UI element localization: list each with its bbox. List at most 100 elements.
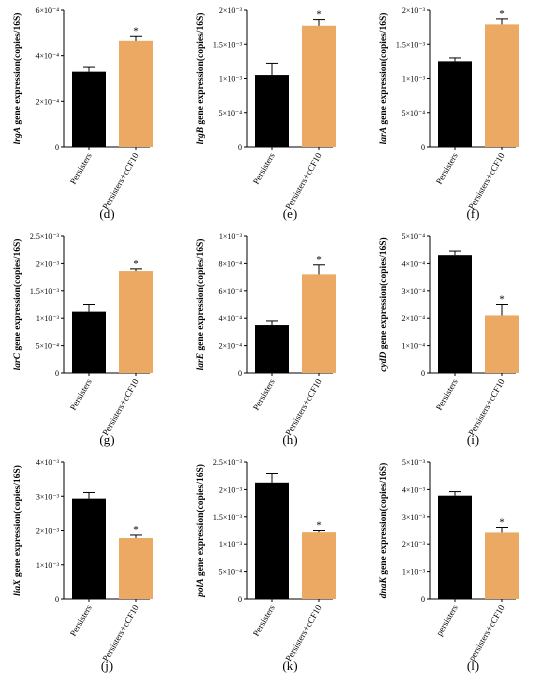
y-tick-label: 1×10⁻³ bbox=[36, 561, 60, 570]
panel-label: (g) bbox=[99, 432, 114, 447]
x-category-label: Persisters bbox=[434, 377, 460, 412]
y-tick-label: 1.5×10⁻³ bbox=[213, 513, 243, 522]
bar-chart: 0 5×10⁻⁴ 1×10⁻³ 1.5×10⁻³ 2×10⁻³ 2.5×10⁻³ larC … bbox=[12, 232, 153, 447]
chart-panel-f: 0 5×10⁻⁴ 1×10⁻³ 1.5×10⁻³ 2×10⁻³ larA gene exp… bbox=[366, 0, 549, 226]
x-category-label: Persisters bbox=[68, 377, 94, 412]
y-axis-label-suffix: gene expression(copies/16S) bbox=[195, 239, 206, 353]
y-tick-label: 4×10⁻⁴ bbox=[35, 52, 59, 61]
y-axis-label-suffix: gene expression(copies/16S) bbox=[195, 464, 206, 578]
bar-persisters bbox=[72, 498, 106, 599]
y-tick-label: 1×10⁻³ bbox=[36, 314, 60, 323]
y-tick-label: 0 bbox=[238, 143, 242, 152]
y-tick-label: 1×10⁻³ bbox=[219, 540, 243, 549]
y-axis-label-suffix: gene expression(copies/16S) bbox=[195, 13, 206, 127]
y-axis-label-suffix: gene expression(copies/16S) bbox=[12, 465, 23, 579]
y-tick-label: 0 bbox=[238, 595, 242, 604]
x-category-label: persisters bbox=[434, 603, 460, 638]
y-tick-label: 2×10⁻⁴ bbox=[218, 342, 242, 351]
panel-label: (k) bbox=[282, 658, 297, 673]
bar-persisters bbox=[438, 61, 472, 147]
chart-panel-g: 0 5×10⁻⁴ 1×10⁻³ 1.5×10⁻³ 2×10⁻³ 2.5×10⁻³ larC … bbox=[0, 226, 183, 452]
x-category-label: Persisters bbox=[251, 377, 277, 412]
y-axis-label-gene: polA bbox=[196, 578, 206, 597]
y-tick-label: 0 bbox=[421, 369, 425, 378]
bar-persisters-ccf10 bbox=[485, 315, 519, 373]
y-tick-label: 6×10⁻⁴ bbox=[35, 6, 59, 15]
x-category-label: Persisters+cCF10 bbox=[283, 603, 324, 663]
bar-chart: 0 2×10⁻⁴ 4×10⁻⁴ 6×10⁻⁴ 8×10⁻⁴ 1×10⁻³ larE gene… bbox=[195, 232, 336, 447]
y-tick-label: 0 bbox=[55, 143, 59, 152]
y-tick-label: 2×10⁻³ bbox=[402, 540, 426, 549]
y-tick-label: 2×10⁻³ bbox=[36, 527, 60, 536]
bar-persisters bbox=[255, 482, 289, 599]
panel-label: (e) bbox=[283, 206, 297, 221]
panel-label: (j) bbox=[101, 658, 113, 673]
y-axis-label-gene: lrgA bbox=[13, 127, 23, 144]
y-tick-label: 5×10⁻⁴ bbox=[35, 342, 59, 351]
y-tick-label: 3×10⁻³ bbox=[36, 492, 60, 501]
y-tick-label: 0 bbox=[421, 595, 425, 604]
bar-persisters-ccf10 bbox=[485, 24, 519, 147]
bar-persisters bbox=[255, 75, 289, 147]
bar-persisters bbox=[438, 255, 472, 373]
y-tick-label: 1.5×10⁻³ bbox=[213, 40, 243, 49]
significance-star: * bbox=[316, 520, 322, 532]
chart-panel-j: 0 1×10⁻³ 2×10⁻³ 3×10⁻³ 4×10⁻³ liaX gene expre… bbox=[0, 452, 183, 678]
chart-panel-e: 0 5×10⁻⁴ 1×10⁻³ 1.5×10⁻³ 2×10⁻³ lrgB gene exp… bbox=[183, 0, 366, 226]
y-tick-label: 2.5×10⁻³ bbox=[213, 458, 243, 467]
y-axis-label: larC gene expression(copies/16S) bbox=[12, 239, 23, 371]
x-category-label: persisters+cCF10 bbox=[467, 603, 507, 663]
significance-star: * bbox=[499, 8, 505, 20]
y-tick-label: 8×10⁻⁴ bbox=[218, 259, 242, 268]
y-tick-label: 1.5×10⁻³ bbox=[396, 40, 426, 49]
y-axis-label-gene: larE bbox=[196, 353, 206, 370]
bar-chart: 0 2×10⁻⁴ 4×10⁻⁴ 6×10⁻⁴ lrgA gene expression(… bbox=[12, 6, 153, 221]
bar-chart: 0 1×10⁻³ 2×10⁻³ 3×10⁻³ 4×10⁻³ 5×10⁻³ dnaK gene… bbox=[378, 458, 519, 673]
panel-label: (d) bbox=[99, 206, 114, 221]
bar-persisters-ccf10 bbox=[119, 271, 153, 373]
bar-persisters-ccf10 bbox=[119, 538, 153, 599]
y-tick-label: 1×10⁻⁴ bbox=[401, 342, 425, 351]
y-axis-label: liaX gene expression(copies/16S) bbox=[12, 465, 23, 596]
y-tick-label: 2×10⁻³ bbox=[402, 6, 426, 15]
y-axis-label: larA gene expression(copies/16S) bbox=[378, 13, 389, 145]
y-tick-label: 1×10⁻³ bbox=[219, 75, 243, 84]
significance-star: * bbox=[133, 524, 139, 536]
bar-persisters-ccf10 bbox=[302, 274, 336, 373]
y-tick-label: 0 bbox=[421, 143, 425, 152]
x-category-label: Persisters bbox=[251, 151, 277, 186]
chart-panel-k: 0 5×10⁻⁴ 1×10⁻³ 1.5×10⁻³ 2×10⁻³ 2.5×10⁻³ polA … bbox=[183, 452, 366, 678]
x-category-label: Persisters+cCF10 bbox=[100, 377, 141, 437]
panel-label: (f) bbox=[467, 206, 480, 221]
y-axis-label-gene: lrgB bbox=[196, 127, 206, 144]
bar-chart: 0 5×10⁻⁴ 1×10⁻³ 1.5×10⁻³ 2×10⁻³ larA gene exp… bbox=[378, 6, 519, 221]
y-axis-label-gene: larC bbox=[13, 352, 23, 370]
x-category-label: Persisters bbox=[434, 151, 460, 186]
bar-chart: 0 5×10⁻⁴ 1×10⁻³ 1.5×10⁻³ 2×10⁻³ lrgB gene exp… bbox=[195, 6, 336, 221]
x-category-label: Persisters+cCF10 bbox=[283, 151, 324, 211]
y-tick-label: 2×10⁻³ bbox=[219, 485, 243, 494]
y-tick-label: 5×10⁻⁴ bbox=[218, 568, 242, 577]
y-tick-label: 5×10⁻⁴ bbox=[218, 109, 242, 118]
bar-persisters bbox=[255, 325, 289, 373]
y-tick-label: 1×10⁻³ bbox=[402, 75, 426, 84]
bar-persisters bbox=[72, 311, 106, 373]
bar-persisters bbox=[438, 495, 472, 599]
y-axis-label: cydD gene expression(copies/16S) bbox=[378, 237, 389, 371]
y-axis-label: lrgA gene expression(copies/16S) bbox=[12, 13, 23, 145]
y-axis-label-suffix: gene expression(copies/16S) bbox=[378, 237, 389, 351]
x-category-label: Persisters+cCF10 bbox=[283, 377, 324, 437]
y-tick-label: 2×10⁻³ bbox=[219, 6, 243, 15]
chart-panel-h: 0 2×10⁻⁴ 4×10⁻⁴ 6×10⁻⁴ 8×10⁻⁴ 1×10⁻³ larE gene… bbox=[183, 226, 366, 452]
y-axis-label: larE gene expression(copies/16S) bbox=[195, 239, 206, 371]
chart-panel-l: 0 1×10⁻³ 2×10⁻³ 3×10⁻³ 4×10⁻³ 5×10⁻³ dnaK gene… bbox=[366, 452, 549, 678]
y-axis-label-suffix: gene expression(copies/16S) bbox=[12, 239, 23, 353]
x-category-label: Persisters bbox=[251, 603, 277, 638]
bar-persisters-ccf10 bbox=[485, 532, 519, 599]
significance-star: * bbox=[133, 258, 139, 270]
y-axis-label-gene: dnaK bbox=[379, 576, 389, 598]
y-axis-label-suffix: gene expression(copies/16S) bbox=[378, 463, 389, 577]
y-tick-label: 5×10⁻⁴ bbox=[401, 109, 425, 118]
bar-persisters-ccf10 bbox=[302, 532, 336, 599]
